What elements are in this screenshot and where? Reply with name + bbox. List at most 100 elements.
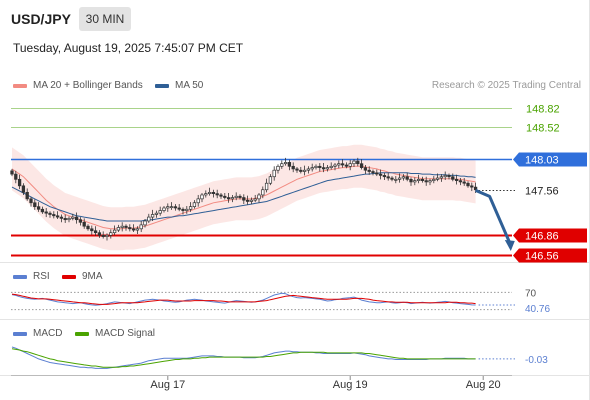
candle-body [272,169,276,178]
candle-body [333,164,337,167]
candle-body [348,163,352,167]
candle-body [82,221,86,227]
pivot-label: 148.03 [525,155,559,167]
legend-ma20-bb: MA 20 + Bollinger Bands [13,80,143,91]
candle-body [143,220,147,226]
candle-body [166,206,170,209]
macd-last-label: -0.03 [525,355,548,366]
candle-body [211,191,216,194]
rsi-9ma-line [11,293,476,305]
legend-ma20-label: MA 20 + Bollinger Bands [33,80,143,91]
candle-body [177,207,181,210]
macd-signal-swatch [75,332,89,336]
timeframe-button[interactable]: 30 MIN [79,7,131,31]
candle-body [340,163,345,166]
candle-body [154,212,159,215]
candle-body [204,193,208,196]
candle-body [48,212,52,215]
candle-body [428,180,432,183]
candle-body [200,194,204,200]
candle-body [295,168,299,171]
candle-body [93,230,98,234]
candle-body [207,191,212,194]
candle-body [112,229,117,234]
rsi-line [11,292,476,306]
candle-body [264,182,269,191]
candle-body [321,167,326,170]
last-price-label: 147.56 [525,186,559,198]
candle-body [181,208,185,211]
candle-body [283,162,288,165]
forecast-arrowhead [504,239,515,251]
candle-body [33,202,37,208]
x-tick-label: Aug 19 [333,379,368,391]
candle-body [257,194,261,200]
pivot-tag [513,152,587,167]
candle-body [344,164,349,167]
candle-body [329,165,333,168]
x-tick-label: Aug 17 [150,379,185,391]
candle-body [352,160,356,165]
candle-body [139,224,143,230]
forecast-arrow [475,189,512,244]
candle-body [169,206,174,209]
candle-body [219,194,223,197]
candle-body [462,181,466,184]
candle-body [105,234,109,237]
candle-body [17,178,22,187]
candle-body [21,185,26,193]
legend-rsi-9ma: 9MA [62,271,103,282]
candle-body [116,227,121,231]
candle-body [314,165,318,168]
candle-body [109,232,113,236]
legend-macd: MACD [13,328,62,339]
x-tick-label: Aug 20 [466,379,501,391]
candle-body [416,178,421,181]
candle-body [432,178,436,181]
candle-body [405,176,409,180]
support-tag [513,248,587,263]
candle-body [473,186,478,191]
candle-body [458,180,463,183]
candle-body [29,198,33,204]
candle-body [413,180,417,183]
candle-body [371,171,375,174]
candle-body [253,198,257,201]
candle-body [375,172,379,175]
legend-macd-signal-label: MACD Signal [95,328,156,339]
datetime-label: Tuesday, August 19, 2025 7:45:07 PM CET [13,41,244,55]
candle-body [439,176,444,179]
last-price-box [518,183,587,198]
candle-body [14,173,18,180]
target-label: 148.82 [526,104,560,116]
support-label: 146.56 [525,251,559,263]
candle-body [390,177,394,180]
candle-body [397,177,402,180]
candle-body [382,175,387,178]
candle-body [59,216,64,219]
candle-body [97,232,102,236]
candle-body [40,208,45,213]
candle-body [325,167,330,170]
candle-body [71,216,75,219]
candle-body [242,197,246,201]
ma50-line [11,172,476,222]
legend-macd-label: MACD [33,328,63,339]
candle-body [158,210,162,214]
candle-body [150,214,155,218]
candle-body [261,189,265,196]
candle-body [276,165,280,171]
candle-body [74,216,79,221]
macd-line [11,346,476,369]
legend-ma50: MA 50 [155,80,203,91]
macd-swatch [13,332,27,336]
legend-rsi-label: RSI [33,271,50,282]
rsi-9ma-swatch [62,275,76,279]
candle-body [90,228,94,232]
candle-body [356,160,360,165]
candle-body [280,163,284,167]
candle-body [394,178,398,181]
candle-body [466,182,470,187]
